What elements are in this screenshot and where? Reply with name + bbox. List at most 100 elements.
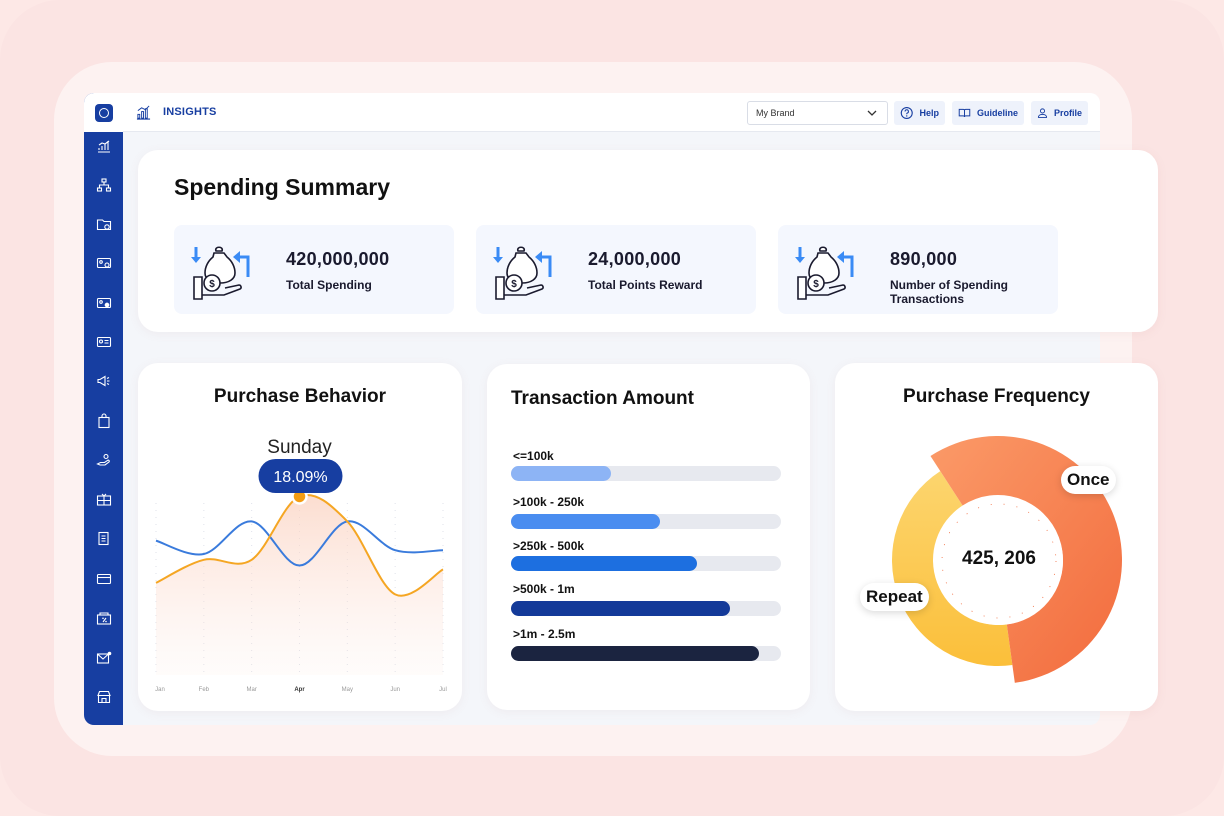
purchase-behavior-card: Purchase Behavior Jan Feb Mar Apr May Jun Jul 1…	[138, 363, 462, 711]
sidebar-item-hand-coins[interactable]	[95, 451, 112, 468]
bar-label: >250k - 500k	[513, 539, 585, 553]
book-icon	[958, 108, 971, 118]
brand-select-value: My Brand	[756, 108, 795, 118]
x-tick-label: Jan	[155, 687, 165, 693]
purchase-behavior-chart: Jan Feb Mar Apr May Jun Jul 18.09% Sunday	[155, 437, 447, 693]
stat-box: $420,000,000 Total Spending	[174, 225, 454, 314]
store-icon	[96, 690, 111, 703]
money-bag-hand-icon: $	[191, 246, 250, 300]
slice-repeat[interactable]	[892, 471, 1013, 666]
bar-fill	[511, 466, 611, 481]
bar-track	[511, 556, 781, 571]
guideline-button[interactable]: Guideline	[952, 101, 1024, 125]
bar-label: <=100k	[513, 449, 554, 463]
x-tick-label: Mar	[246, 687, 256, 693]
help-label: Help	[919, 108, 939, 118]
svg-text:$: $	[813, 279, 819, 290]
sidebar-item-card-gear[interactable]	[95, 294, 112, 311]
bag-icon	[97, 412, 110, 428]
sidebar-item-gift[interactable]	[95, 491, 112, 508]
repeat-label: Repeat	[860, 583, 929, 611]
once-label: Once	[1061, 466, 1116, 494]
donut-center-value: 425, 206	[962, 548, 1036, 569]
bar-track	[511, 646, 781, 661]
discount-icon	[96, 611, 111, 625]
bar-fill	[511, 514, 660, 529]
svg-text:$: $	[209, 279, 215, 290]
chevron-down-icon	[867, 110, 877, 116]
guideline-label: Guideline	[976, 108, 1018, 118]
spending-summary-title: Spending Summary	[174, 174, 390, 200]
logo-icon	[94, 103, 113, 122]
sidebar	[84, 93, 123, 725]
sidebar-item-id-card[interactable]	[95, 333, 112, 350]
document-icon	[97, 531, 109, 545]
bar-fill	[511, 601, 730, 616]
sidebar-item-megaphone[interactable]	[95, 372, 112, 389]
stat-value: 420,000,000	[286, 249, 390, 269]
x-tick-label: Jul	[439, 687, 447, 693]
transaction-amount-card: Transaction Amount <=100k >100k - 250k >25…	[487, 364, 810, 710]
sidebar-item-mail[interactable]	[95, 649, 112, 666]
svg-text:$: $	[511, 279, 517, 290]
stat-label: Total Spending	[286, 278, 372, 292]
bar-fill	[511, 556, 698, 571]
series-area	[156, 494, 443, 675]
card-gear-icon	[96, 297, 111, 308]
sidebar-item-discount[interactable]	[95, 609, 112, 626]
sidebar-item-card-settings[interactable]	[95, 254, 112, 271]
purchase-behavior-title: Purchase Behavior	[213, 386, 387, 407]
sidebar-item-credit-card[interactable]	[95, 570, 112, 587]
insights-chart-icon	[136, 105, 151, 120]
bar-track	[511, 514, 781, 529]
sidebar-item-hierarchy[interactable]	[95, 176, 112, 193]
hand-coins-icon	[95, 453, 110, 466]
stat-value: 890,000	[890, 249, 958, 269]
credit-card-icon	[96, 573, 111, 584]
top-bar: INSIGHTS My Brand Help Guideline Profile	[123, 93, 1100, 132]
user-icon	[1037, 108, 1048, 118]
stat-box: $24,000,000 Total Points Reward	[476, 225, 756, 314]
dotted-ring	[941, 503, 1057, 619]
sidebar-item-document[interactable]	[95, 530, 112, 547]
page-title: INSIGHTS	[163, 106, 217, 118]
megaphone-icon	[96, 375, 109, 386]
profile-button[interactable]: Profile	[1031, 101, 1088, 125]
stat-value: 24,000,000	[588, 249, 682, 269]
money-bag-hand-icon: $	[493, 246, 552, 300]
hierarchy-icon	[96, 177, 111, 192]
logo-cell[interactable]	[84, 93, 123, 132]
x-tick-label: Apr	[294, 687, 305, 693]
bar-label: >100k - 250k	[513, 495, 585, 509]
slice-once[interactable]	[930, 435, 1122, 683]
bar-track	[511, 466, 781, 481]
sidebar-item-chart[interactable]	[95, 137, 112, 154]
id-card-icon	[96, 336, 111, 347]
bar-label: >1m - 2.5m	[513, 627, 576, 641]
profile-label: Profile	[1053, 108, 1082, 118]
spending-summary-card: Spending Summary $420,000,000 Total Spend…	[138, 150, 1158, 332]
folder-icon	[96, 218, 111, 230]
highlight-day: Sunday	[267, 437, 332, 458]
sidebar-item-store[interactable]	[95, 688, 112, 705]
money-bag-hand-icon: $	[795, 246, 854, 300]
bar-label: >500k - 1m	[513, 582, 575, 596]
purchase-frequency-card: Purchase Frequency 425, 206 Once Repeat	[835, 363, 1158, 711]
sidebar-item-folder[interactable]	[95, 215, 112, 232]
purchase-frequency-title: Purchase Frequency	[903, 386, 1090, 407]
help-button[interactable]: Help	[894, 101, 945, 125]
mail-icon	[96, 651, 111, 664]
stat-label: Number of Spending Transactions	[890, 278, 1008, 306]
bar-track	[511, 601, 781, 616]
highlight-value: 18.09%	[273, 469, 327, 486]
stat-label: Total Points Reward	[588, 278, 703, 292]
card-settings-icon	[96, 257, 111, 268]
transaction-amount-title: Transaction Amount	[511, 388, 694, 409]
sidebar-item-bag[interactable]	[95, 412, 112, 429]
x-tick-label: Jun	[390, 687, 400, 693]
x-tick-label: May	[342, 687, 353, 693]
donut-center	[935, 497, 1063, 625]
gift-icon	[96, 493, 111, 506]
brand-select[interactable]: My Brand	[747, 101, 888, 125]
stat-box: $890,000 Number of Spending Transactions	[778, 225, 1058, 314]
